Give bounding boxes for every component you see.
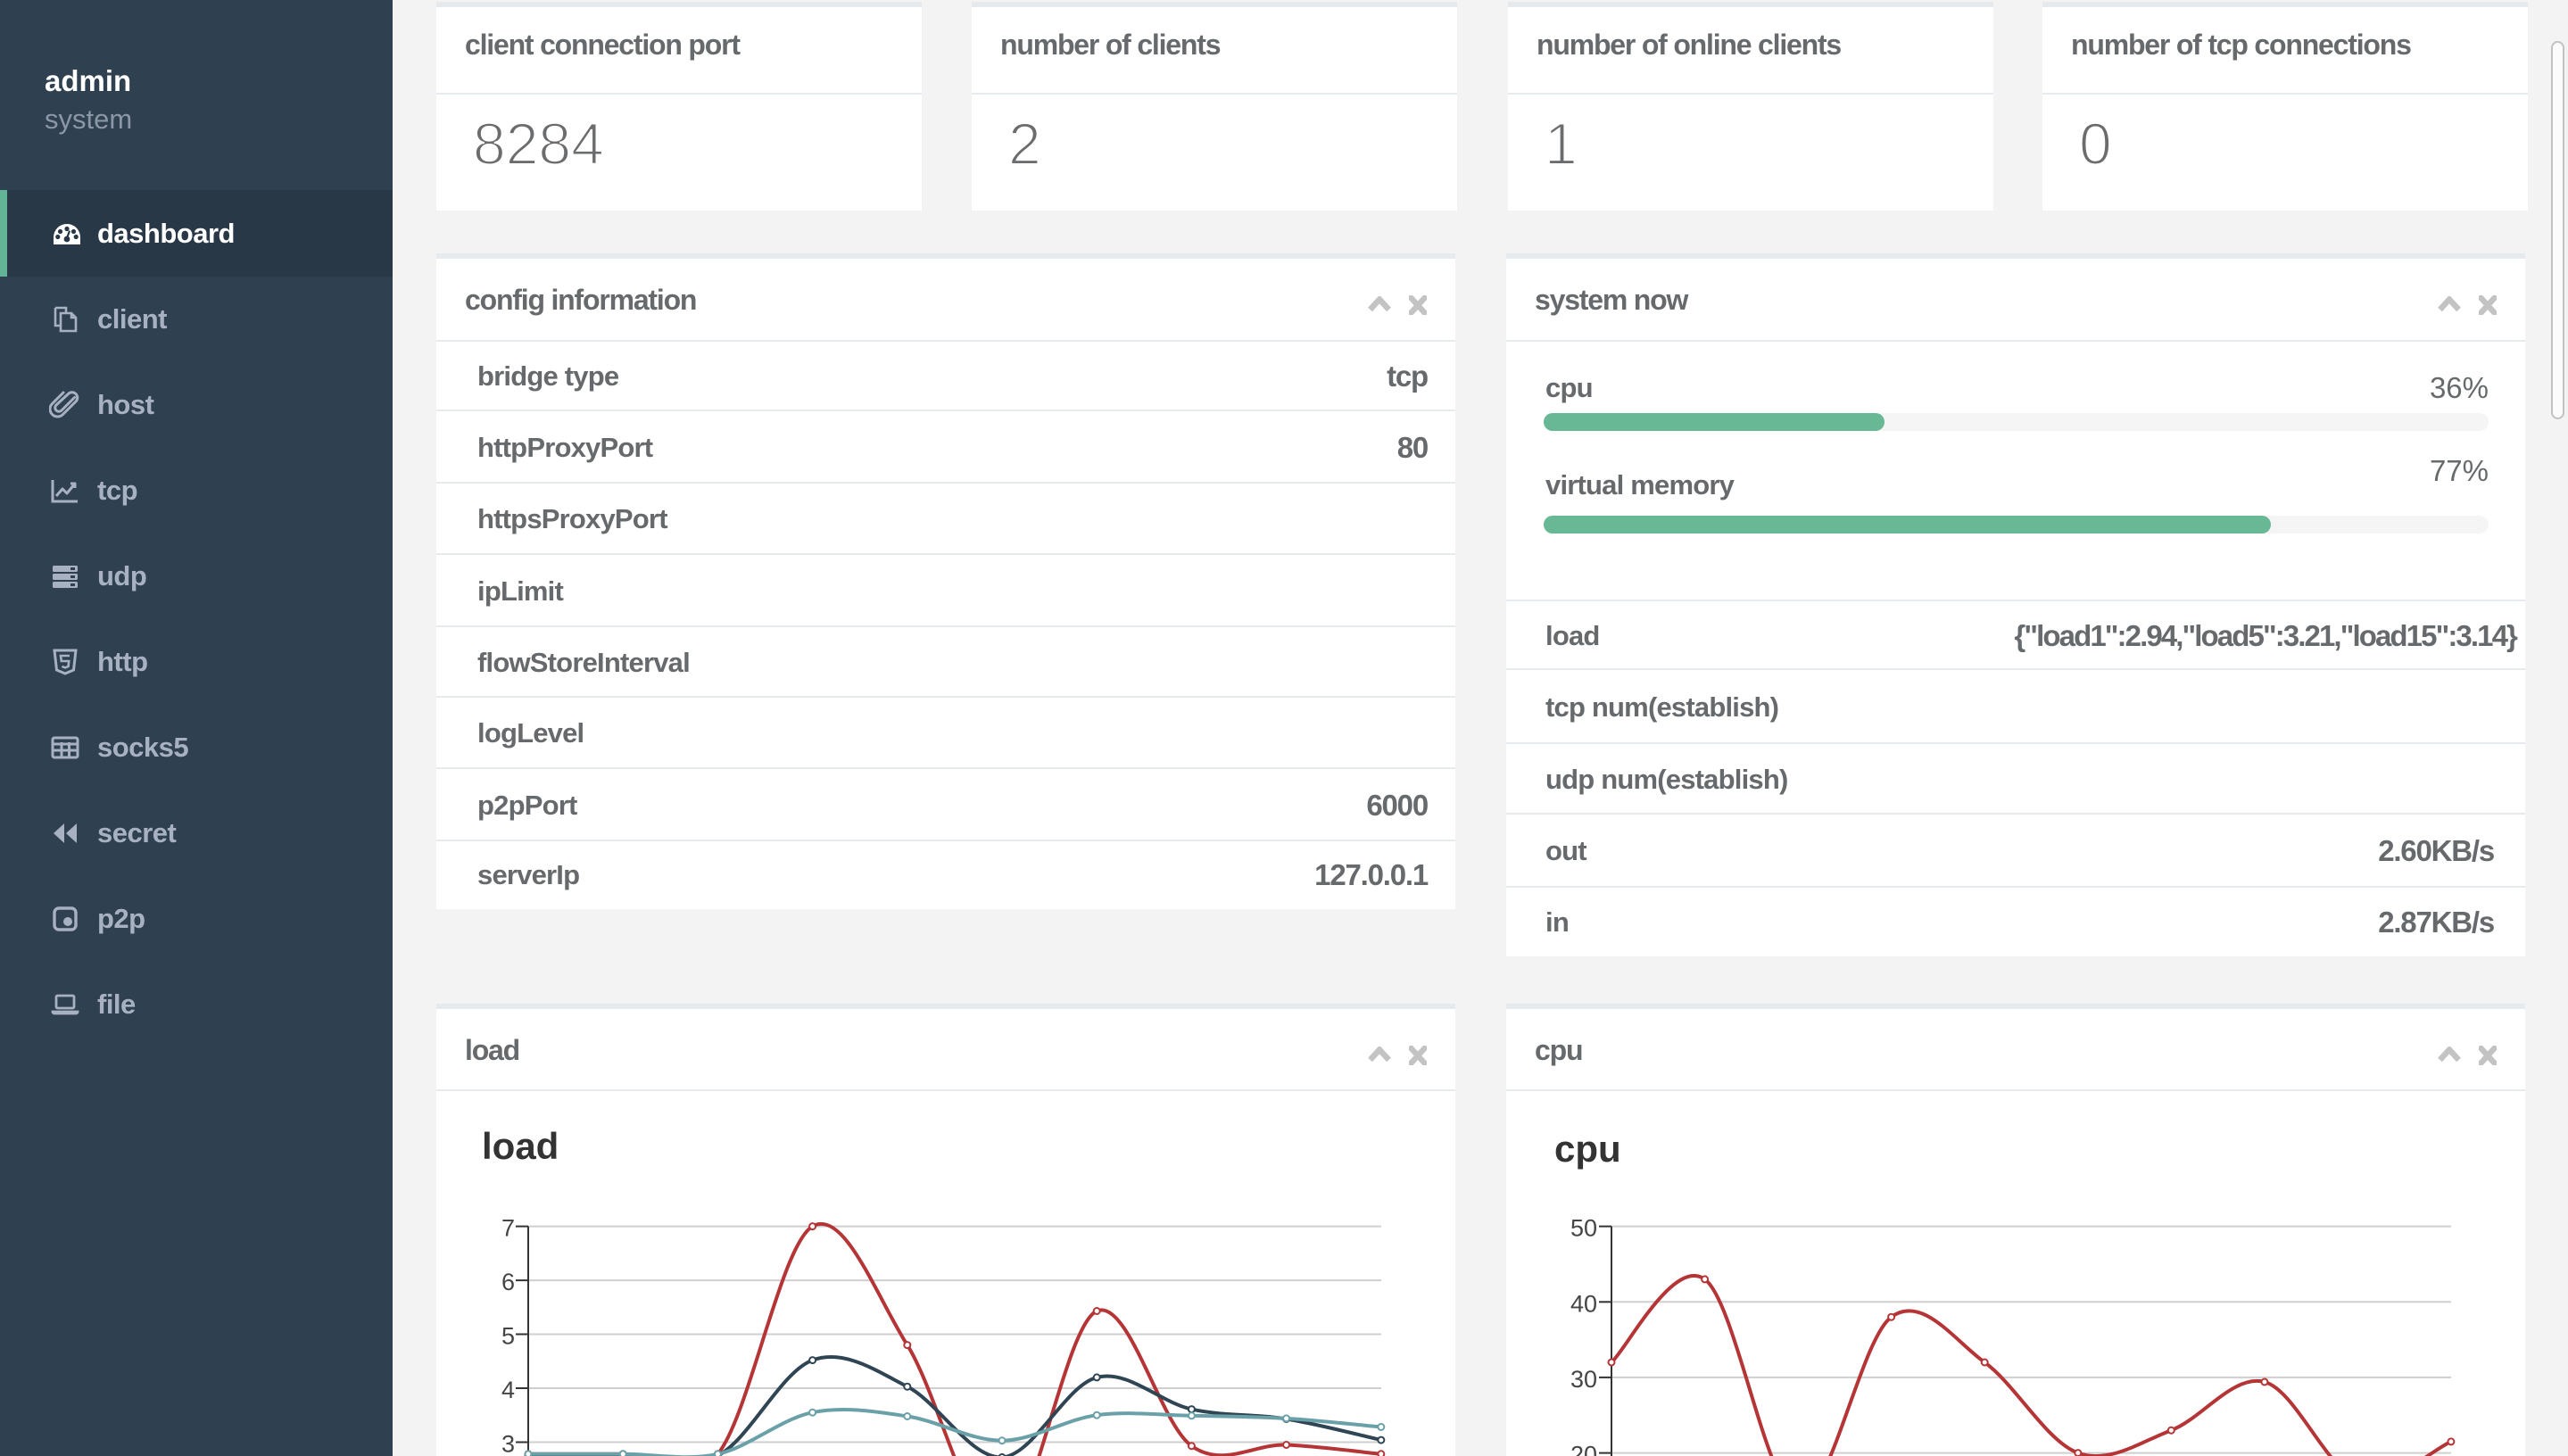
svg-text:30: 30 [1570, 1366, 1597, 1393]
svg-text:20: 20 [1570, 1442, 1597, 1456]
svg-text:50: 50 [1570, 1215, 1597, 1242]
svg-text:40: 40 [1570, 1290, 1597, 1317]
svg-text:4: 4 [501, 1377, 515, 1403]
svg-text:5: 5 [501, 1323, 515, 1350]
svg-text:6: 6 [501, 1269, 515, 1295]
svg-text:3: 3 [501, 1431, 515, 1456]
svg-text:7: 7 [501, 1215, 515, 1242]
